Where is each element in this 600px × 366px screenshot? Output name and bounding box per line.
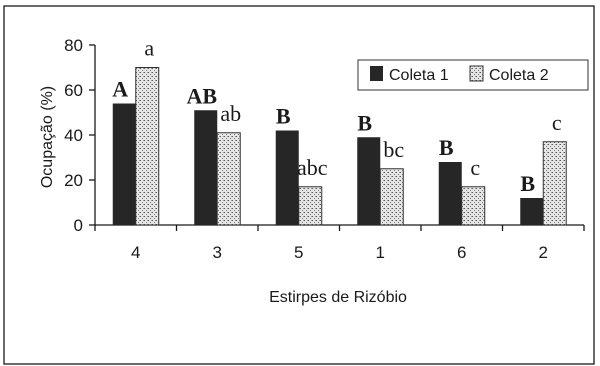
x-tick-label: 5 [294,243,303,262]
significance-label: c [470,155,480,180]
significance-label: a [144,36,154,61]
bar-coleta-1 [520,198,544,225]
x-tick-label: 2 [539,243,548,262]
y-tick-label: 20 [64,171,83,190]
x-tick-label: 3 [213,243,222,262]
y-axis-title: Ocupação (%) [39,86,56,188]
x-tick-label: 6 [457,243,466,262]
legend-label-coleta-1: Coleta 1 [389,67,449,84]
legend-swatch-coleta-1 [370,66,383,81]
y-tick-label: 60 [64,81,83,100]
legend: Coleta 1 Coleta 2 [357,59,589,91]
y-axis: 0 20 40 60 80 [64,36,96,235]
bar-coleta-1 [194,110,218,225]
bar-coleta-1 [275,130,299,225]
significance-label: c [552,110,562,135]
y-tick-label: 0 [74,216,83,235]
bar-coleta-2 [135,67,160,226]
bar-coleta-1 [357,137,381,225]
significance-label: B [276,104,291,129]
bar-coleta-1 [112,103,136,225]
x-axis-title: Estirpes de Rizóbio [269,289,407,306]
legend-label-coleta-2: Coleta 2 [489,67,549,84]
bar-coleta-2 [379,168,404,226]
significance-label: B [357,110,372,135]
significance-label: abc [297,155,328,180]
significance-label: A [112,77,128,102]
y-tick-label: 80 [64,36,83,55]
bar-coleta-2 [542,141,567,226]
significance-label: bc [383,137,404,162]
chart-frame [3,5,595,365]
bar-coleta-1 [438,162,462,225]
bar-coleta-2 [298,186,323,226]
x-axis: 4 3 5 1 6 2 [94,224,585,262]
bars [112,67,567,226]
y-tick-label: 40 [64,126,83,145]
significance-label: AB [186,83,217,108]
x-tick-label: 1 [376,243,385,262]
x-tick-label: 4 [131,243,140,262]
bar-coleta-2 [216,132,241,226]
significance-label: ab [220,101,241,126]
significance-label: B [439,135,454,160]
bar-coleta-2 [461,186,486,226]
significance-label: B [520,171,535,196]
legend-swatch-coleta-2 [469,65,484,82]
